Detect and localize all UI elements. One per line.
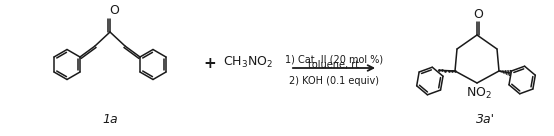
- Text: O: O: [473, 8, 483, 21]
- Text: 1) Cat. II (20 mol %): 1) Cat. II (20 mol %): [285, 54, 383, 64]
- Text: +: +: [204, 56, 217, 72]
- Text: CH$_3$NO$_2$: CH$_3$NO$_2$: [223, 54, 273, 69]
- Text: O: O: [109, 4, 119, 18]
- Text: 2) KOH (0.1 equiv): 2) KOH (0.1 equiv): [289, 76, 379, 86]
- Text: toluene, rt: toluene, rt: [309, 60, 360, 70]
- Text: 1a: 1a: [102, 113, 118, 126]
- Text: NO$_2$: NO$_2$: [466, 86, 492, 101]
- Text: 3a': 3a': [475, 113, 495, 126]
